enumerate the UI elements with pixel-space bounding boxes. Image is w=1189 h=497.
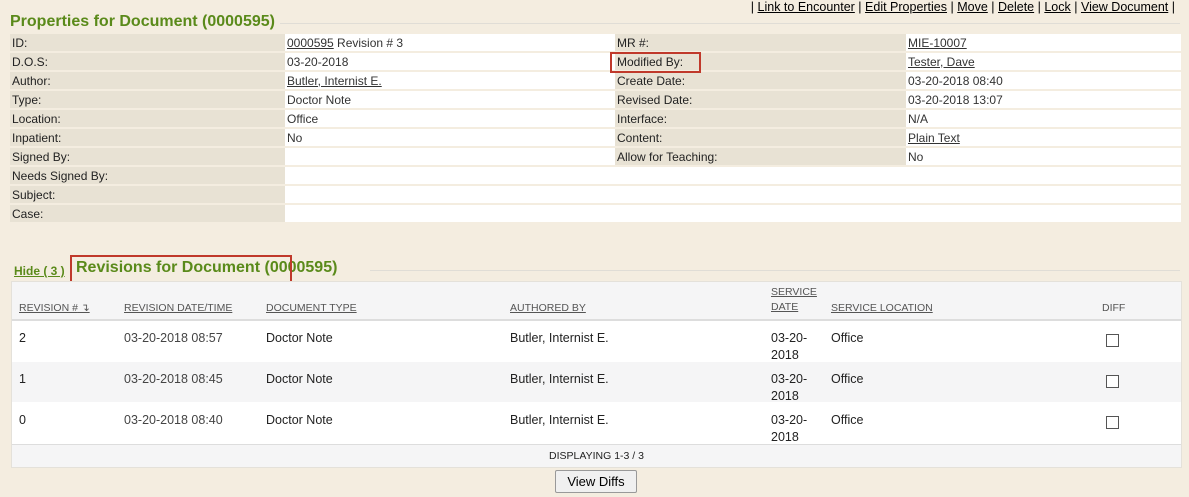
authored-by: Butler, Internist E. [510, 372, 609, 386]
value-link[interactable]: Plain Text [908, 130, 960, 145]
revision-number: 2 [19, 331, 26, 345]
properties-title: Properties for Document (0000595) [10, 13, 279, 31]
label: Needs Signed By: [10, 167, 285, 186]
authored-by: Butler, Internist E. [510, 413, 609, 427]
top-link-edit-properties[interactable]: Edit Properties [865, 0, 948, 14]
service-date: 03-20-2018 [771, 413, 808, 444]
revision-datetime: 03-20-2018 08:45 [124, 372, 223, 386]
document-type: Doctor Note [266, 331, 333, 345]
authored-by: Butler, Internist E. [510, 331, 609, 345]
label: Author: [10, 72, 285, 91]
revisions-title: Revisions for Document (0000595) [76, 259, 342, 277]
value-text: N/A [908, 111, 929, 126]
label: Subject: [10, 186, 285, 205]
service-location: Office [831, 413, 864, 427]
label: Type: [10, 91, 285, 110]
value-text: Doctor Note [287, 92, 352, 107]
divider [280, 23, 1180, 24]
top-link-link-to-encounter[interactable]: Link to Encounter [757, 0, 855, 14]
highlight-box [70, 255, 292, 284]
diff-checkbox[interactable] [1106, 375, 1119, 388]
value-text: 03-20-2018 13:07 [908, 92, 1003, 107]
col-revision-date[interactable]: REVISION DATE/TIME [124, 302, 233, 314]
property-row: Needs Signed By: [10, 167, 1181, 186]
property-row: Author: Butler, Internist E. Create Date: 0… [10, 72, 1181, 91]
label: Location: [10, 110, 285, 129]
top-link-delete[interactable]: Delete [998, 0, 1035, 14]
table-row: 1 03-20-2018 08:45 Doctor Note Butler, I… [12, 362, 1181, 403]
label: ID: [10, 34, 285, 53]
property-row: Inpatient: No Content: Plain Text [10, 129, 1181, 148]
pagination-footer: DISPLAYING 1-3 / 3 [12, 444, 1181, 467]
value-text: Revision # 3 [333, 35, 404, 50]
label: Inpatient: [10, 129, 285, 148]
value-link[interactable]: MIE-10007 [908, 35, 967, 50]
col-authored-by[interactable]: AUTHORED BY [510, 302, 586, 314]
diff-checkbox[interactable] [1106, 416, 1119, 429]
label: Create Date: [617, 73, 686, 88]
label: Content: [617, 130, 663, 145]
col-service-location[interactable]: SERVICE LOCATION [831, 302, 933, 314]
property-row: Signed By: Allow for Teaching: No [10, 148, 1181, 167]
label: Allow for Teaching: [617, 149, 718, 164]
top-link-lock[interactable]: Lock [1044, 0, 1071, 14]
revisions-table: REVISION # ↴ REVISION DATE/TIME DOCUMENT… [11, 281, 1182, 468]
col-diff: DIFF [1102, 302, 1126, 314]
value-text: No [287, 130, 303, 145]
col-document-type[interactable]: DOCUMENT TYPE [266, 302, 357, 314]
revision-number: 0 [19, 413, 26, 427]
label: Revised Date: [617, 92, 693, 107]
label: Modified By: [617, 54, 684, 69]
label: D.O.S: [10, 53, 285, 72]
divider [370, 270, 1180, 271]
value-text: 03-20-2018 [287, 54, 349, 69]
service-location: Office [831, 372, 864, 386]
value-text: 03-20-2018 08:40 [908, 73, 1003, 88]
diff-checkbox[interactable] [1106, 334, 1119, 347]
revision-datetime: 03-20-2018 08:57 [124, 331, 223, 345]
property-row: Type: Doctor Note Revised Date: 03-20-2018 … [10, 91, 1181, 110]
table-row: 0 03-20-2018 08:40 Doctor Note Butler, I… [12, 403, 1181, 444]
table-row: 2 03-20-2018 08:57 Doctor Note Butler, I… [12, 321, 1181, 362]
service-date: 03-20-2018 [771, 331, 808, 362]
top-links: | Link to Encounter | Edit Properties | … [750, 0, 1175, 14]
revision-number: 1 [19, 372, 26, 386]
revision-datetime: 03-20-2018 08:40 [124, 413, 223, 427]
hide-revisions-link[interactable]: Hide ( 3 ) [14, 264, 65, 278]
property-row: Location: Office Interface: N/A [10, 110, 1181, 129]
value-text: Office [287, 111, 319, 126]
service-date: 03-20-2018 [771, 372, 808, 403]
value-link[interactable]: 0000595 [287, 35, 334, 50]
properties-table: ID: 0000595 Revision # 3 MR #: MIE-10007 D.O… [10, 34, 1181, 224]
document-type: Doctor Note [266, 372, 333, 386]
top-link-view-document[interactable]: View Document [1080, 0, 1169, 14]
value-text: No [908, 149, 924, 164]
col-service-date[interactable]: SERVICE DATE [771, 286, 817, 313]
service-location: Office [831, 331, 864, 345]
property-row: Case: [10, 205, 1181, 224]
view-diffs-button[interactable]: View Diffs [555, 470, 637, 493]
value-link[interactable]: Butler, Internist E. [287, 73, 382, 88]
property-row: D.O.S: 03-20-2018 Modified By: Tester, Dave [10, 53, 1181, 72]
col-revision[interactable]: REVISION # ↴ [19, 302, 90, 314]
label: Interface: [617, 111, 668, 126]
highlight-box [610, 52, 701, 73]
top-link-move[interactable]: Move [957, 0, 988, 14]
value-link[interactable]: Tester, Dave [908, 54, 975, 69]
label: Signed By: [10, 148, 285, 167]
property-row: Subject: [10, 186, 1181, 205]
document-type: Doctor Note [266, 413, 333, 427]
label: Case: [10, 205, 285, 224]
property-row: ID: 0000595 Revision # 3 MR #: MIE-10007 [10, 34, 1181, 53]
table-header: REVISION # ↴ REVISION DATE/TIME DOCUMENT… [12, 282, 1181, 321]
label: MR #: [617, 35, 650, 50]
sort-desc-icon: ↴ [77, 302, 90, 314]
